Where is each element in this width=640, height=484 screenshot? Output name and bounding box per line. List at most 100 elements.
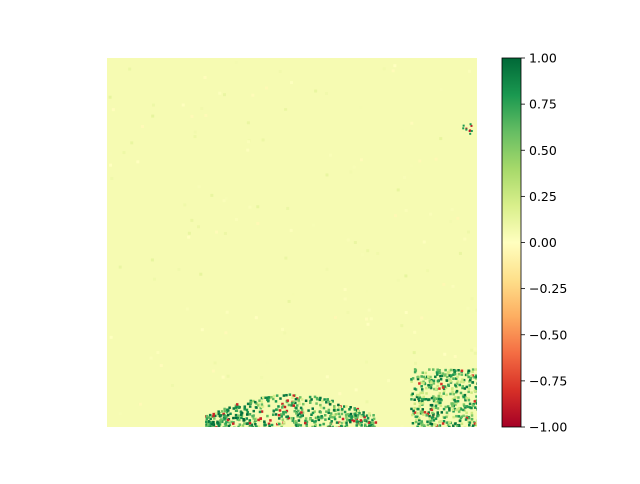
heatmap-cell [331,416,334,419]
heatmap-cell [431,415,434,419]
heatmap-cell [467,405,470,409]
heatmap-cell [446,423,450,427]
heatmap-cell [257,418,260,422]
heatmap-cell [439,398,442,401]
heatmap-cell [224,417,227,420]
heatmap-cell [208,413,212,417]
heatmap-cell [451,390,454,394]
heatmap-cell [330,420,333,423]
heatmap-cell [267,399,270,403]
heatmap-cell [209,426,212,427]
heatmap-cell [342,421,346,424]
heatmap-cell [280,413,283,416]
heatmap-cell [209,421,213,425]
heatmap-cell [329,412,333,415]
heatmap-cell [437,394,441,398]
heatmap-cell [263,424,266,427]
heatmap-cell [458,251,462,255]
heatmap-cell [462,414,465,418]
heatmap-cell [470,411,474,415]
heatmap-cell [218,91,222,95]
heatmap-cell [109,151,113,155]
heatmap-cell [430,422,434,426]
heatmap-cell [471,404,475,407]
heatmap-cell [426,423,430,427]
heatmap-cell [427,384,430,387]
heatmap-cell [274,408,278,411]
heatmap-cell [248,425,252,427]
heatmap-cell [345,423,348,427]
heatmap-cell [216,420,219,424]
heatmap-cell [223,409,227,413]
heatmap-cell [346,426,349,427]
heatmap-cell [463,426,467,427]
heatmap-cell [243,408,246,411]
heatmap-cell [220,420,223,424]
heatmap-cell [474,386,477,389]
heatmap-cell [360,253,364,257]
heatmap-cell [319,403,322,407]
heatmap-cell [413,368,417,371]
heatmap-cell [130,141,134,145]
heatmap-cell [301,402,305,406]
heatmap-cell [420,397,424,401]
heatmap-cell [299,424,303,427]
heatmap-cell [243,406,246,409]
heatmap-cell [248,412,251,416]
heatmap-cell [439,88,443,92]
heatmap-cell [229,412,232,416]
heatmap-cell [455,401,458,405]
heatmap-cell [473,389,477,393]
heatmap-cell [253,420,257,424]
heatmap-cell [432,398,436,401]
heatmap-cell [416,415,419,419]
heatmap-cell [207,416,210,419]
heatmap-cell [271,413,275,416]
heatmap-cell [232,421,235,424]
heatmap-cell [170,383,174,387]
heatmap-cell [421,371,425,374]
heatmap-cell [456,424,459,427]
heatmap-cell [433,396,437,400]
heatmap-cell [331,425,334,427]
heatmap-cell [473,347,477,351]
heatmap-cell [438,369,441,372]
heatmap-cell [206,423,210,426]
heatmap-cell [457,407,461,410]
heatmap-cell [205,417,209,420]
heatmap-cell [259,419,262,422]
heatmap-cell [451,284,455,288]
heatmap-cell [153,277,157,281]
heatmap-cell [212,414,215,418]
heatmap-cell [454,384,457,387]
heatmap-cell [258,410,262,414]
heatmap-cell [425,397,428,401]
heatmap-cell [420,375,423,378]
heatmap-cell [270,423,274,427]
heatmap-cell [427,375,430,378]
heatmap-cell [291,401,294,405]
heatmap-cell [286,396,290,400]
heatmap-cell [432,382,436,385]
heatmap-cell [332,409,336,412]
heatmap-cell [461,386,464,390]
heatmap-cell [343,297,347,301]
heatmap-cell [338,405,341,409]
heatmap-cell [467,398,471,402]
heatmap-cell [362,414,365,417]
heatmap-cell [470,124,473,127]
heatmap-cell [291,396,294,399]
heatmap-cell [364,425,368,427]
heatmap-cell [307,409,310,412]
heatmap-cell [374,421,378,424]
heatmap-cell [220,410,224,413]
heatmap-cell [411,413,414,417]
heatmap-cell [345,421,348,425]
heatmap-cell [236,418,240,421]
heatmap-cell [366,249,370,253]
heatmap-cell [328,426,331,427]
heatmap-cell [250,423,254,427]
heatmap-cell [316,415,320,419]
heatmap-cell [159,364,163,368]
heatmap-cell [224,422,228,425]
